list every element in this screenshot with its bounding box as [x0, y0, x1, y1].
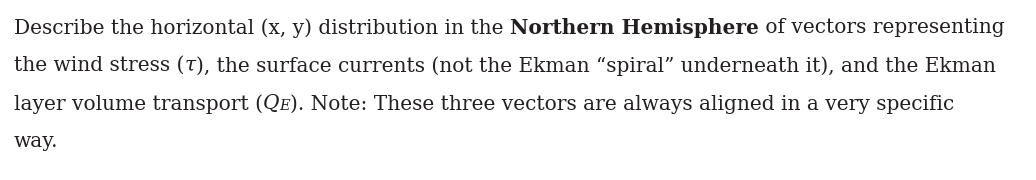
Text: ), the surface currents (not the Ekman “spiral” underneath it), and the Ekman: ), the surface currents (not the Ekman “… [196, 56, 996, 76]
Text: τ: τ [184, 56, 196, 75]
Text: of vectors representing: of vectors representing [758, 18, 1004, 37]
Text: Describe the horizontal (x, y) distribution in the: Describe the horizontal (x, y) distribut… [15, 18, 510, 38]
Text: layer volume transport (: layer volume transport ( [15, 94, 263, 114]
Text: E: E [280, 99, 290, 113]
Text: way.: way. [15, 132, 58, 151]
Text: Q: Q [263, 94, 280, 113]
Text: ). Note: These three vectors are always aligned in a very specific: ). Note: These three vectors are always … [290, 94, 954, 114]
Text: the wind stress (: the wind stress ( [15, 56, 184, 75]
Text: Northern Hemisphere: Northern Hemisphere [510, 18, 758, 38]
